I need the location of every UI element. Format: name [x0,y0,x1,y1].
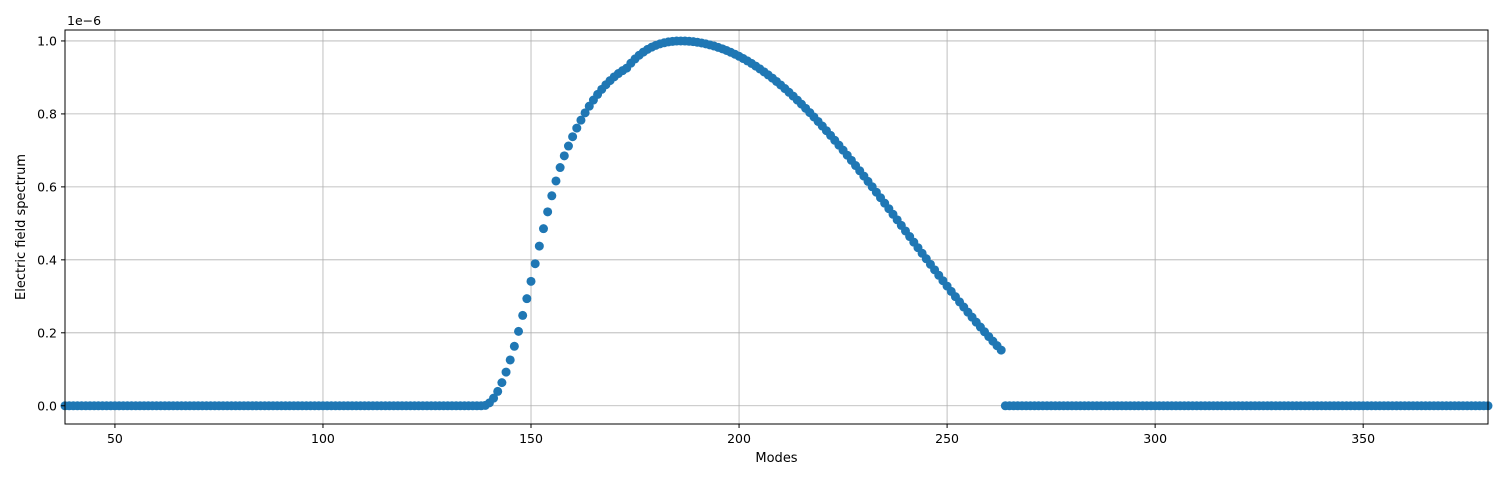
data-point [543,207,553,217]
data-point [559,151,569,161]
data-points [60,36,1493,411]
x-axis-ticks: 50 100 150 200 250 300 350 [107,424,1375,446]
y-tick-label: 0.8 [37,106,57,121]
data-point [538,224,548,234]
data-point [493,386,503,396]
data-point [996,345,1006,355]
x-tick-label: 300 [1143,431,1167,446]
y-offset-label: 1e−6 [67,13,101,28]
x-axis-label: Modes [755,451,797,466]
data-point [505,355,515,365]
data-point [568,132,578,142]
data-point [509,341,519,351]
data-point [514,326,524,336]
x-tick-label: 350 [1351,431,1375,446]
y-axis-ticks: 0.0 0.2 0.4 0.6 0.8 1.0 [37,33,65,413]
y-tick-label: 0.0 [37,398,57,413]
y-tick-label: 0.6 [37,179,57,194]
data-point [497,378,507,388]
plot-frame [64,29,1489,425]
data-point [572,123,582,133]
data-point [555,163,565,173]
data-point [501,367,511,377]
x-tick-label: 100 [311,431,335,446]
data-point [522,294,532,304]
data-point [580,108,590,118]
data-point [547,191,557,201]
data-point [563,141,573,151]
data-point [526,276,536,286]
data-point [530,259,540,269]
data-point [489,393,499,403]
x-tick-label: 50 [107,431,123,446]
y-tick-label: 0.4 [37,252,57,267]
y-axis-label: Electric field spectrum [14,154,29,300]
data-point [518,310,528,320]
data-point [534,241,544,251]
data-point [551,176,561,186]
x-tick-label: 150 [519,431,543,446]
data-point [576,115,586,125]
y-tick-label: 1.0 [37,33,57,48]
x-tick-label: 200 [727,431,751,446]
x-tick-label: 250 [935,431,959,446]
y-tick-label: 0.2 [37,325,57,340]
